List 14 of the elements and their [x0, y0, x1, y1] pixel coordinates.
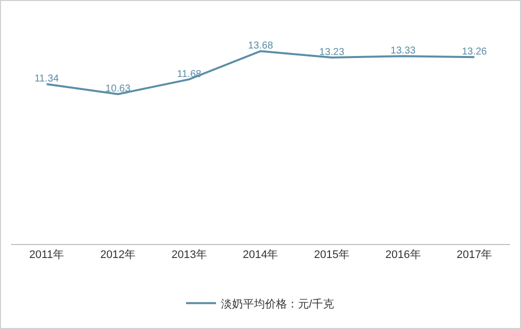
data-label: 13.33 [390, 46, 416, 57]
data-label: 13.26 [462, 46, 488, 58]
x-tick-label: 2014年 [242, 249, 278, 262]
data-label: 11.34 [34, 74, 60, 85]
data-label: 13.68 [248, 40, 274, 52]
data-label: 10.63 [105, 84, 131, 95]
x-tick-label: 2016年 [385, 249, 421, 262]
x-tick-label: 2013年 [171, 249, 207, 262]
x-tick-label: 2017年 [456, 249, 492, 262]
legend-label: 淡奶平均价格：元/千克 [221, 297, 334, 310]
x-tick-label: 2015年 [314, 249, 350, 262]
x-tick-label: 2011年 [29, 249, 64, 262]
x-tick-label: 2012年 [100, 249, 136, 262]
data-label: 13.23 [319, 46, 345, 58]
